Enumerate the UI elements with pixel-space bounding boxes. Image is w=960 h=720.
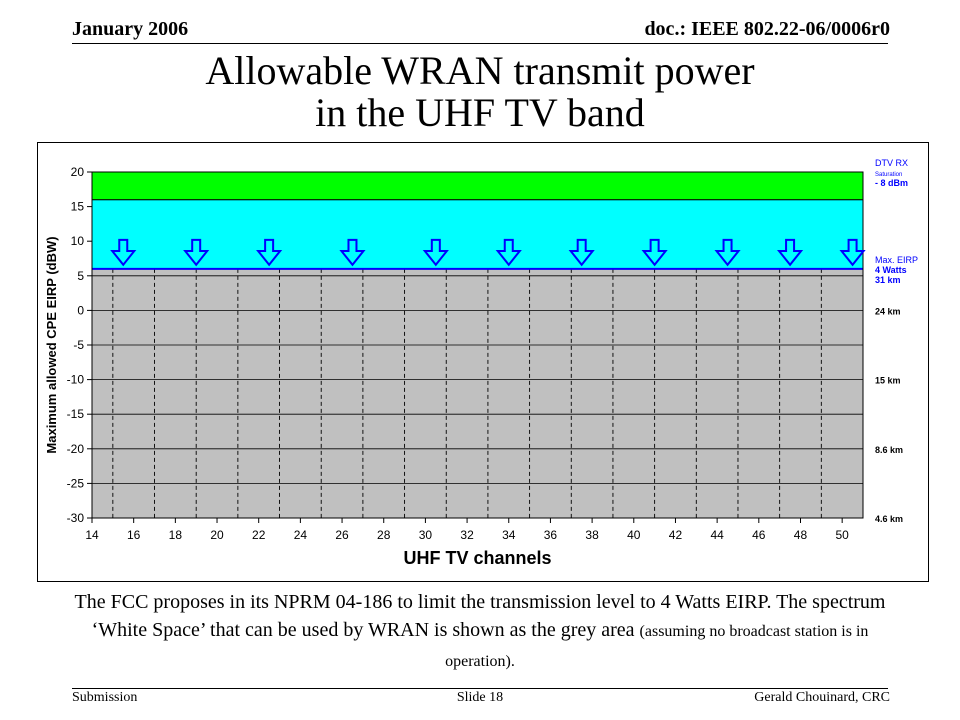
x-tick-label: 14 [85,528,99,542]
caption-note: (assuming no broadcast station is in ope… [445,623,869,670]
right-label: 15 km [875,376,901,386]
down-arrow [714,238,741,267]
y-axis-title: Maximum allowed CPE EIRP (dBW) [44,236,59,453]
band-2 [91,171,864,201]
header-doc-id: doc.: IEEE 802.22-06/0006r0 [644,18,890,40]
x-tick-label: 22 [252,528,266,542]
right-label: DTV RX [875,158,908,168]
right-label: 31 km [875,275,901,285]
down-arrow [776,238,804,267]
x-axis-title: UHF TV channels [403,548,551,568]
right-label: 4 Watts [875,265,907,275]
x-tick-label: 18 [169,528,183,542]
footer-slide-number: Slide 18 [456,690,504,705]
y-tick-label: -10 [67,373,85,387]
x-tick-label: 20 [210,528,224,542]
x-tick-label: 24 [294,528,308,542]
right-label: 4.6 km [875,514,903,524]
y-tick-label: 0 [77,303,84,317]
x-tick-label: 48 [794,528,808,542]
down-arrow [641,238,668,267]
footer-author: Gerald Chouinard, CRC [754,690,890,705]
down-arrow [568,238,595,267]
band-1 [91,199,864,270]
x-tick-label: 46 [752,528,766,542]
down-arrow [183,238,210,267]
x-tick-label: 44 [710,528,724,542]
slide-title-line2: in the UHF TV band [315,90,645,135]
slide-title-line1: Allowable WRAN transmit power [205,48,755,93]
x-tick-label: 38 [585,528,599,542]
header-divider [72,43,888,44]
down-arrow [256,238,283,267]
x-tick-label: 42 [669,528,683,542]
down-arrow [495,238,522,267]
caption-main: The FCC proposes in its NPRM 04-186 to l… [74,591,886,641]
y-tick-label: -20 [67,442,85,456]
header-date: January 2006 [72,18,189,40]
x-tick-label: 50 [835,528,849,542]
right-label: 24 km [875,306,901,316]
right-label: Saturation [875,172,902,178]
y-tick-label: 5 [77,269,84,283]
right-label: 8.6 km [875,445,903,455]
right-label: Max. EIRP [875,255,918,265]
chart-frame: 20 15 10 5 0 -5 -10 -15 -20 -25 -30 14 16 18 20 22 24 26 2… [37,142,929,582]
x-tick-label: 26 [335,528,349,542]
down-arrow [422,238,449,267]
x-tick-label: 16 [127,528,141,542]
y-tick-label: 20 [71,165,85,179]
footer-submission: Submission [72,690,138,705]
x-tick-label: 30 [419,528,433,542]
x-tick-label: 34 [502,528,516,542]
x-tick-label: 28 [377,528,391,542]
footer-divider [72,688,888,689]
y-tick-label: -5 [73,338,84,352]
x-tick-label: 40 [627,528,641,542]
x-tick-label: 36 [544,528,558,542]
y-tick-label: -30 [67,511,85,525]
slide-title: Allowable WRAN transmit power in the UHF… [0,50,960,134]
band-0 [92,268,863,518]
down-arrow [110,238,137,267]
caption: The FCC proposes in its NPRM 04-186 to l… [60,588,900,676]
x-tick-label: 32 [460,528,474,542]
y-tick-label: 10 [71,234,85,248]
down-arrow [339,238,366,267]
right-label: - 8 dBm [875,178,908,188]
y-tick-label: -15 [67,407,85,421]
y-tick-label: -25 [67,476,85,490]
y-tick-label: 15 [71,200,85,214]
down-arrow [839,238,866,267]
